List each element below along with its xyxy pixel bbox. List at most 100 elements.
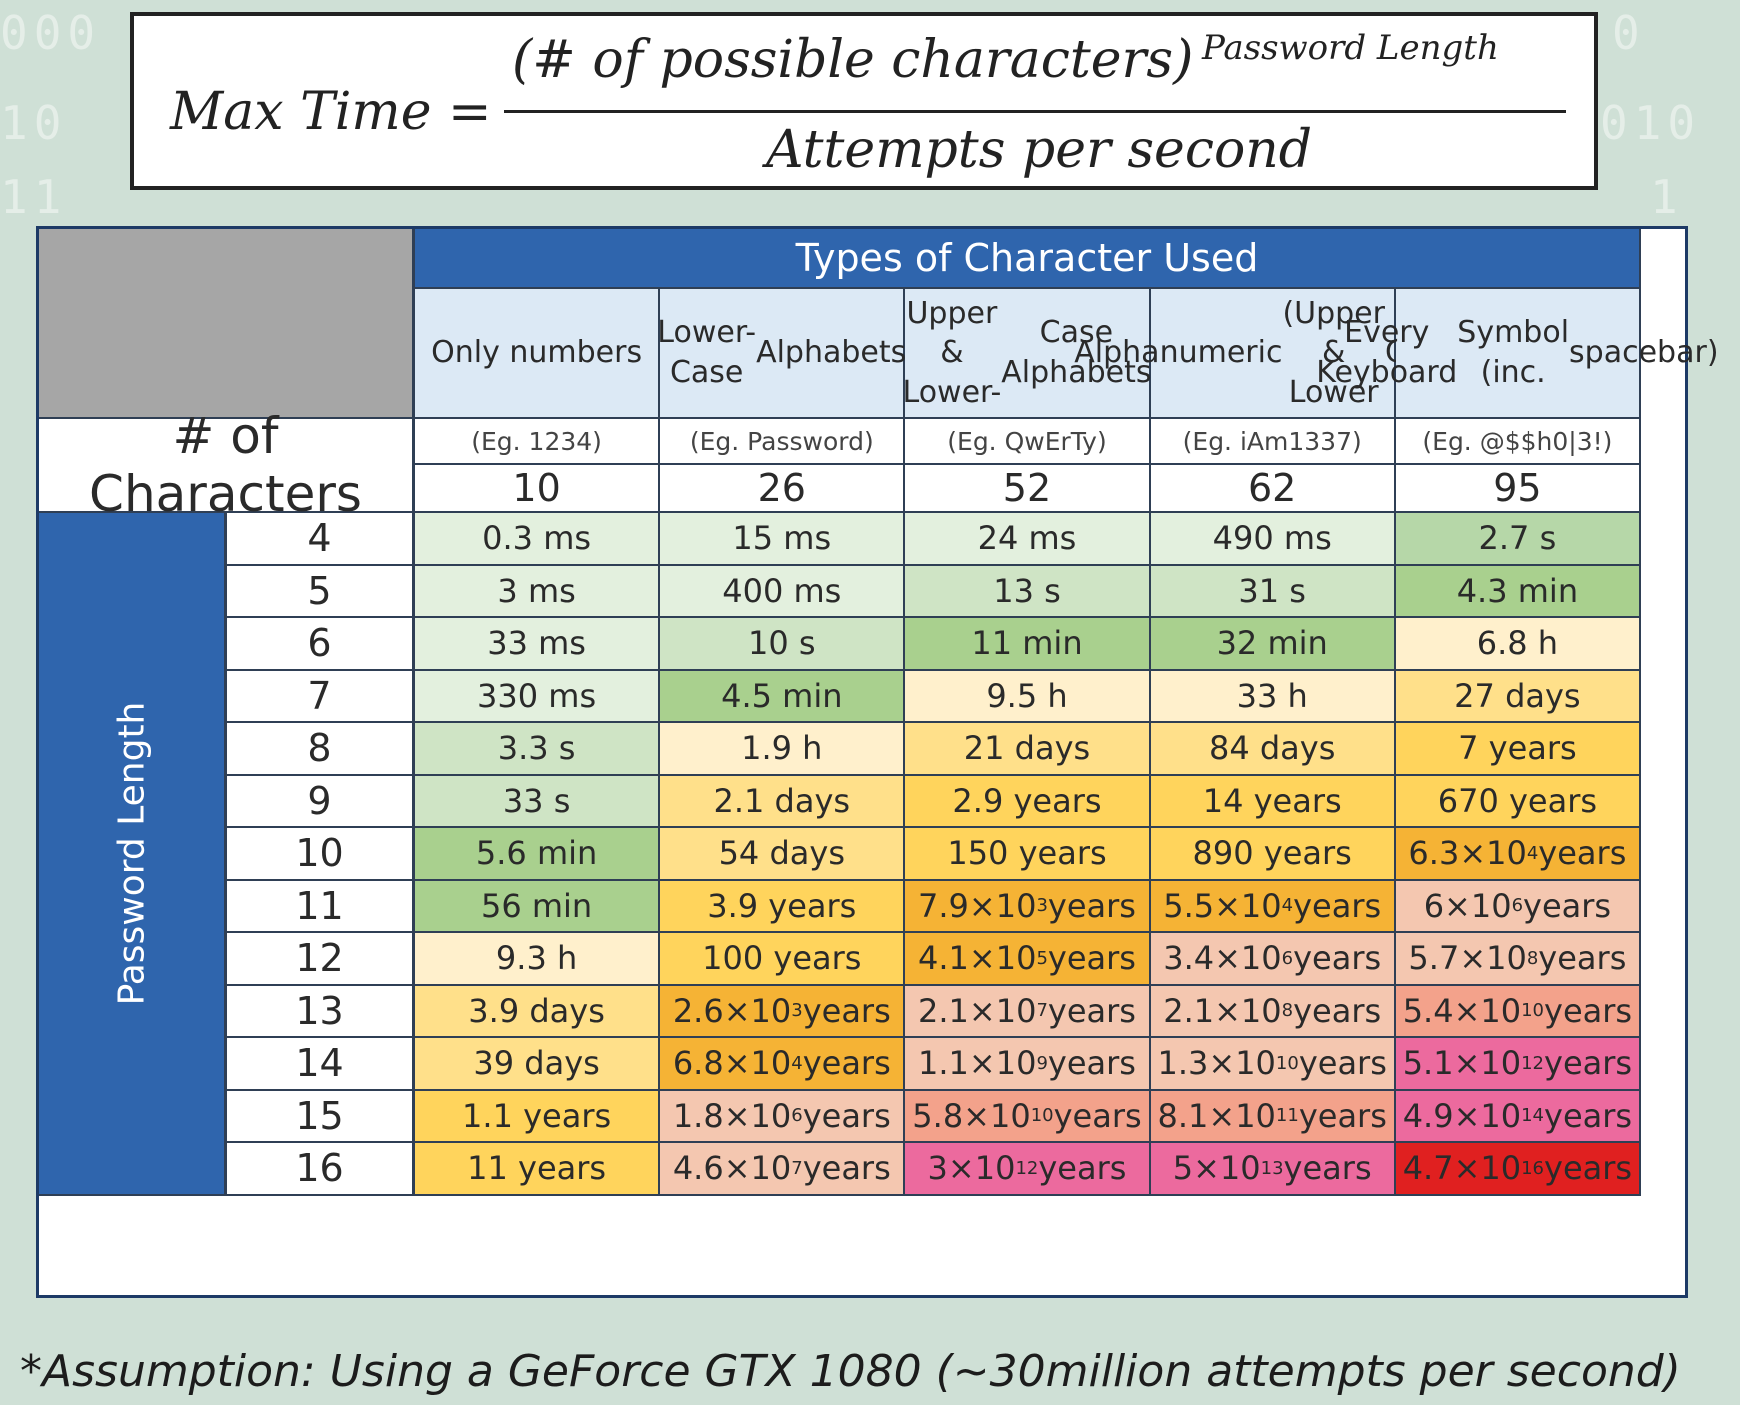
exponent: 10 [1275,1052,1299,1074]
time-cell: 54 days [660,828,906,881]
exponent: 4 [791,1052,803,1074]
column-example-4: (Eg. @$$h0|3!) [1395,419,1641,465]
time-cell: 33 ms [415,618,661,671]
time-cell: 5.7×10 8 years [1395,933,1641,986]
column-header-line: Alphanumeric [1074,335,1283,371]
column-count-4: 95 [1395,465,1641,513]
length-cell-16: 16 [227,1143,415,1196]
exponent: 10 [1521,1000,1545,1022]
time-cell: 400 ms [660,565,906,618]
footnote: *Assumption: Using a GeForce GTX 1080 (~… [20,1346,1681,1397]
column-header-line: Every Keyboard [1316,315,1458,390]
length-cell-14: 14 [227,1038,415,1091]
length-cell-11: 11 [227,880,415,933]
time-cell: 3×10 12 years [905,1143,1151,1196]
time-cell: 4.7×10 16 years [1395,1143,1641,1196]
time-cell: 3 ms [415,565,661,618]
exponent: 7 [791,1157,803,1179]
time-cell: 330 ms [415,670,661,723]
length-cell-13: 13 [227,985,415,1038]
time-cell: 56 min [415,880,661,933]
exponent: 5 [1036,947,1048,969]
time-cell: 11 min [905,618,1151,671]
exponent: 11 [1275,1105,1299,1127]
time-cell: 4.6×10 7 years [660,1143,906,1196]
exponent: 10 [1030,1105,1054,1127]
time-cell: 3.4×10 6 years [1150,933,1396,986]
exponent: 13 [1260,1157,1284,1179]
time-cell: 490 ms [1150,513,1396,566]
time-cell: 5.8×10 10 years [905,1090,1151,1143]
exponent: 16 [1521,1157,1545,1179]
column-example-2: (Eg. QwErTy) [905,419,1151,465]
time-cell: 6×10 6 years [1395,880,1641,933]
column-header-2: Upper & Lower- Case Alphabets [902,289,1152,419]
column-header-line: Symbol (inc. [1457,315,1570,390]
time-cell: 5.4×10 10 years [1395,985,1641,1038]
column-count-0: 10 [415,465,661,513]
exponent: 3 [1036,895,1048,917]
time-cell: 8.1×10 11 years [1150,1090,1396,1143]
time-cell: 6.8×10 4 years [660,1038,906,1091]
length-cell-7: 7 [227,670,415,723]
length-cell-5: 5 [227,565,415,618]
time-cell: 21 days [905,723,1151,776]
time-cell: 4.5 min [660,670,906,723]
time-cell: 24 ms [905,513,1151,566]
exponent: 6 [791,1105,803,1127]
exponent: 14 [1521,1105,1545,1127]
time-cell: 2.1×10 7 years [905,985,1151,1038]
time-cell: 5.1×10 12 years [1395,1038,1641,1091]
length-cell-6: 6 [227,618,415,671]
length-cell-8: 8 [227,723,415,776]
exponent: 8 [1281,1000,1294,1022]
password-length-band: Password Length [39,513,227,1196]
time-cell: 4.3 min [1395,565,1641,618]
formula-lhs: Max Time = [170,82,492,142]
time-cell: 33 s [415,775,661,828]
length-cell-9: 9 [227,775,415,828]
column-header-line: Lower-Case [657,315,757,390]
time-cell: 2.6×10 3 years [660,985,906,1038]
time-cell: 890 years [1150,828,1396,881]
length-cell-12: 12 [227,933,415,986]
exponent: 7 [1036,1000,1048,1022]
exponent: 6 [1281,947,1294,969]
time-cell: 0.3 ms [415,513,661,566]
time-cell: 4.9×10 14 years [1395,1090,1641,1143]
time-cell: 6.3×10 4 years [1395,828,1641,881]
time-cell: 1.1×10 9 years [905,1038,1151,1091]
exponent: 4 [1281,895,1294,917]
exponent: 4 [1526,842,1539,864]
column-header-4: Every Keyboard Symbol (inc. spacebar) [1316,289,1719,419]
time-cell: 1.1 years [415,1090,661,1143]
formula-numerator: (# of possible characters) [512,30,1194,90]
exponent: 6 [1511,895,1524,917]
time-cell: 3.3 s [415,723,661,776]
time-cell: 10 s [660,618,906,671]
column-count-3: 62 [1150,465,1396,513]
column-header-line: Alphabets [756,335,907,371]
exponent: 12 [1521,1052,1545,1074]
time-cell: 150 years [905,828,1151,881]
time-cell: 27 days [1395,670,1641,723]
time-cell: 31 s [1150,565,1396,618]
column-header-1: Lower-Case Alphabets [657,289,907,419]
time-cell: 32 min [1150,618,1396,671]
time-cell: 84 days [1150,723,1396,776]
password-length-label: Password Length [111,701,152,1006]
password-time-table: Types of Character Used # of Characters On… [36,226,1719,1298]
header-corner [39,229,415,419]
formula-exponent: Password Length [1202,28,1499,68]
characters-label: # of Characters [39,407,415,523]
time-cell: 2.1×10 8 years [1150,985,1396,1038]
length-cell-15: 15 [227,1090,415,1143]
time-cell: 1.3×10 10 years [1150,1038,1396,1091]
column-header-line: Upper & Lower- [902,295,1002,410]
time-cell: 6.8 h [1395,618,1641,671]
column-header-line: Case Alphabets [1001,315,1152,390]
formula-fraction-bar [504,110,1566,113]
column-example-3: (Eg. iAm1337) [1150,419,1396,465]
column-header-line: spacebar) [1569,335,1719,371]
length-cell-10: 10 [227,828,415,881]
